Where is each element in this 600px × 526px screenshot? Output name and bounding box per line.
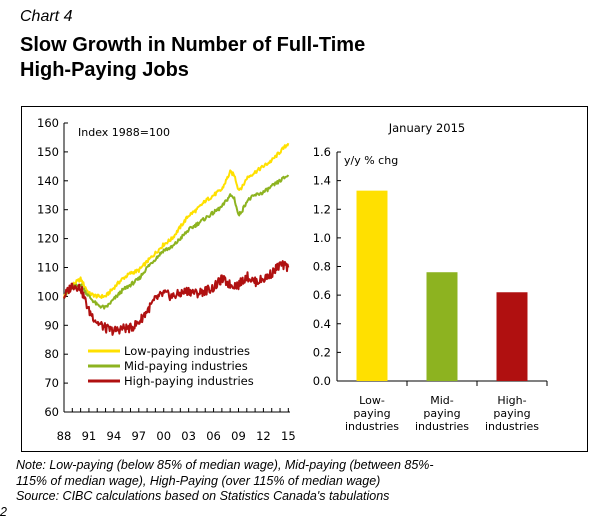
bar-y-tick-label: 1.0 xyxy=(313,231,331,245)
chart-frame xyxy=(21,106,588,452)
x-tick-label: 15 xyxy=(281,429,296,443)
bar-category-label: Mid- xyxy=(430,394,454,407)
bar-category-label: paying xyxy=(493,407,530,420)
chart-title-line-1: Slow Growth in Number of Full-Time xyxy=(20,34,366,56)
bar-chart-ylabel: y/y % chg xyxy=(344,154,398,167)
bar xyxy=(496,292,528,381)
bar-chart: January 2015 y/y % chg 0.0 0.2 0.4 0.6 0.8 1.0 1… xyxy=(313,121,548,433)
bar-y-tick-label: 1.2 xyxy=(313,202,331,216)
bar-category-label: industries xyxy=(415,420,469,433)
legend-label: Low-paying industries xyxy=(124,344,250,358)
chart-title-line-2: High-Paying Jobs xyxy=(20,59,189,81)
note-line-1: Note: Low-paying (below 85% of median wa… xyxy=(16,458,434,472)
bar-y-tick-label: 1.6 xyxy=(313,145,331,159)
series-line-high-paying-industries xyxy=(63,260,290,336)
chart-title: Slow Growth in Number of Full-Time High-… xyxy=(20,33,480,83)
y-tick-label: 150 xyxy=(37,145,59,159)
x-tick-label: 03 xyxy=(181,429,196,443)
y-tick-label: 110 xyxy=(37,261,59,275)
y-tick-label: 100 xyxy=(37,289,59,303)
x-tick-label: 94 xyxy=(107,429,122,443)
legend-label: Mid-paying industries xyxy=(124,359,248,373)
bar-category-label: paying xyxy=(423,407,460,420)
bar-y-tick-label: 0.2 xyxy=(313,345,331,359)
bar xyxy=(426,272,458,381)
bar-y-tick-label: 0.4 xyxy=(313,317,331,331)
bar-category-label: industries xyxy=(485,420,539,433)
x-tick-label: 88 xyxy=(57,429,72,443)
index-annotation: Index 1988=100 xyxy=(78,126,170,139)
bar-category-label: Low- xyxy=(359,394,385,407)
x-tick-label: 97 xyxy=(131,429,146,443)
y-tick-label: 160 xyxy=(37,116,59,130)
bar-y-tick-label: 1.4 xyxy=(313,174,331,188)
note-line-2: 115% of median wage), High-Paying (over … xyxy=(16,473,381,488)
y-tick-label: 130 xyxy=(37,203,59,217)
x-tick-label: 00 xyxy=(156,429,171,443)
bar-category-label: industries xyxy=(345,420,399,433)
page-number: 2 xyxy=(0,505,7,519)
y-tick-label: 90 xyxy=(44,318,59,332)
bar xyxy=(356,190,388,381)
chart-number-label: Chart 4 xyxy=(20,8,73,25)
x-tick-label: 09 xyxy=(231,429,246,443)
legend-label: High-paying industries xyxy=(124,374,254,388)
bar-y-tick-label: 0.6 xyxy=(313,288,331,302)
y-tick-label: 70 xyxy=(44,376,59,390)
x-tick-label: 91 xyxy=(82,429,97,443)
bar-category-label: paying xyxy=(353,407,390,420)
y-tick-label: 140 xyxy=(37,174,59,188)
x-tick-label: 06 xyxy=(206,429,221,443)
source-line: Source: CIBC calculations based on Stati… xyxy=(16,489,390,503)
x-tick-label: 12 xyxy=(256,429,271,443)
notes: Note: Low-paying (below 85% of median wa… xyxy=(16,458,586,505)
series-line-mid-paying-industries xyxy=(63,174,290,310)
series-line-low-paying-industries xyxy=(63,142,290,299)
bar-y-tick-label: 0.0 xyxy=(313,374,331,388)
bar-y-tick-label: 0.8 xyxy=(313,260,331,274)
y-tick-label: 120 xyxy=(37,232,59,246)
bar-category-label: High- xyxy=(497,394,526,407)
bar-chart-title: January 2015 xyxy=(388,121,466,135)
y-tick-label: 60 xyxy=(44,405,59,419)
line-chart: 60 70 80 90 100 110 120 130 140 150 160 88 91 94 97 00 0… xyxy=(37,116,296,443)
y-tick-label: 80 xyxy=(44,347,59,361)
